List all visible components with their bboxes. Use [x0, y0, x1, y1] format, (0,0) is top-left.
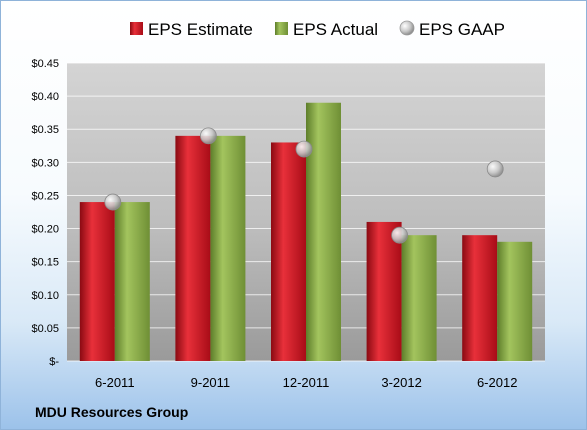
point-eps-gaap: [199, 127, 217, 145]
y-tick-label: $0.40: [31, 91, 59, 103]
legend-marker-gaap: [399, 20, 415, 36]
legend-label-actual: EPS Actual: [293, 20, 378, 39]
bar-eps-actual: [497, 241, 533, 361]
legend-swatch-actual: [275, 22, 288, 35]
legend-swatch-estimate: [130, 22, 143, 35]
gaap-points: [104, 127, 504, 244]
x-tick-label: 6-2012: [477, 375, 517, 390]
bar-eps-estimate: [366, 221, 402, 361]
y-tick-label: $0.05: [31, 323, 59, 335]
y-tick-label: $0.10: [31, 290, 59, 302]
point-eps-gaap: [486, 160, 504, 178]
legend: EPS Estimate EPS Actual EPS GAAP: [130, 20, 505, 39]
bar-eps-estimate: [271, 142, 306, 361]
y-tick-label: $0.25: [31, 190, 59, 202]
x-axis-tick-labels: 6-2011 9-2011 12-2011 3-2012 6-2012: [95, 375, 517, 390]
point-eps-gaap: [295, 140, 313, 158]
legend-label-estimate: EPS Estimate: [148, 20, 253, 39]
company-label: MDU Resources Group: [35, 404, 188, 420]
bar-eps-actual: [306, 102, 341, 361]
bar-eps-actual: [210, 135, 246, 361]
y-axis-tick-labels: $- $0.05 $0.10 $0.15 $0.20 $0.25 $0.30 $0.35 $0.…: [31, 58, 59, 368]
point-eps-gaap: [104, 193, 122, 211]
y-tick-label: $0.15: [31, 257, 59, 269]
bar-eps-actual: [114, 202, 150, 361]
y-tick-label: $0.20: [31, 224, 59, 236]
point-eps-gaap: [391, 226, 409, 244]
x-tick-label: 3-2012: [381, 375, 421, 390]
bars: [79, 102, 533, 361]
x-tick-label: 6-2011: [95, 375, 135, 390]
x-tick-label: 9-2011: [191, 375, 231, 390]
bar-eps-estimate: [462, 235, 498, 361]
y-tick-label: $0.45: [31, 58, 59, 70]
bar-eps-estimate: [175, 135, 211, 361]
bar-eps-actual: [401, 235, 437, 361]
bar-eps-estimate: [79, 202, 115, 361]
y-tick-label: $0.35: [31, 124, 59, 136]
y-tick-label: $0.30: [31, 157, 59, 169]
legend-label-gaap: EPS GAAP: [419, 20, 505, 39]
x-tick-label: 12-2011: [283, 375, 330, 390]
y-tick-label: $-: [49, 356, 59, 368]
